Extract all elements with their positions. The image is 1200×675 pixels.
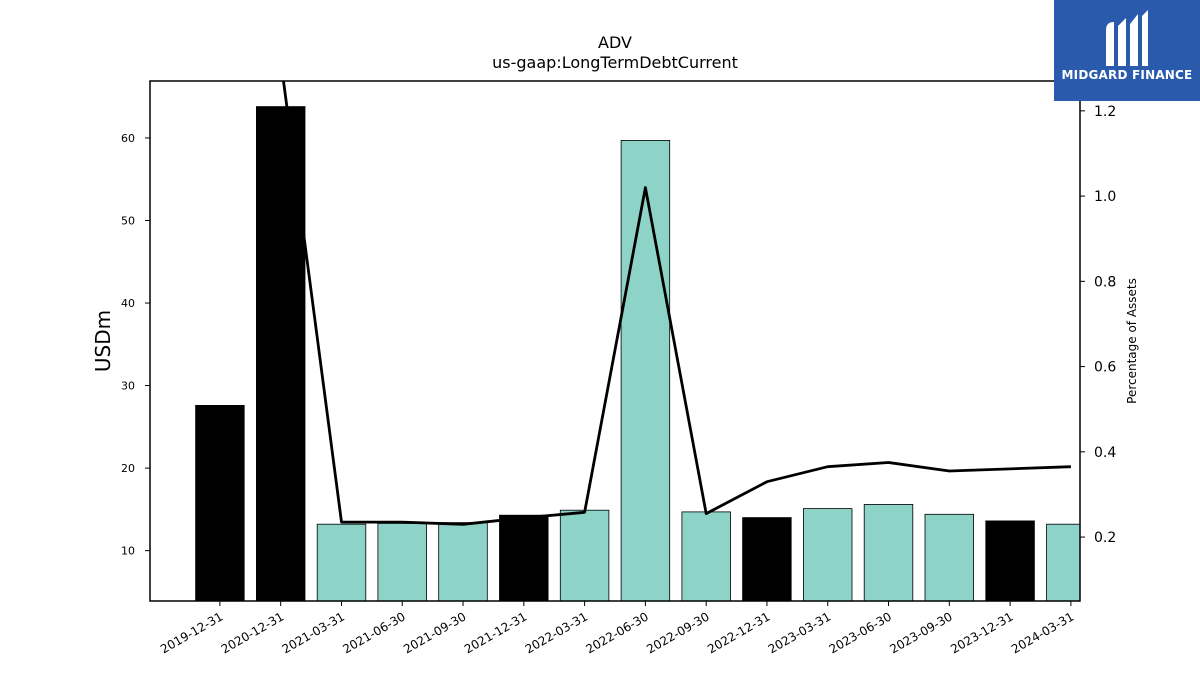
x-tick-label: 2022-03-31: [523, 609, 590, 656]
x-tick-label: 2021-12-31: [462, 609, 529, 656]
bar-2023-12-31: [985, 520, 1035, 601]
brand-name: MIDGARD FINANCE: [1061, 68, 1193, 82]
line-layer: [282, 81, 1071, 526]
x-tick-label: 2023-06-30: [827, 609, 894, 656]
bar-2021-12-31: [499, 514, 549, 601]
y-tick-label: 60: [121, 132, 135, 145]
x-tick-label: 2021-03-31: [280, 609, 347, 656]
x-tick-label: 2023-03-31: [766, 609, 833, 656]
y2-tick-label: 1.0: [1094, 189, 1116, 205]
bar-2022-03-31: [559, 509, 610, 601]
y2-tick-label: 0.4: [1094, 445, 1116, 461]
assets-percentage-line: [282, 81, 1071, 526]
x-tick-label: 2019-12-31: [158, 609, 225, 656]
x-tick-label: 2022-06-30: [583, 609, 650, 656]
bar-2022-06-30: [620, 139, 671, 601]
y2-tick-label: 1.2: [1094, 104, 1116, 120]
y2-tick-label: 0.2: [1094, 530, 1116, 546]
y-tick-label: 30: [121, 380, 135, 393]
x-tick-label: 2023-12-31: [948, 609, 1015, 656]
bar-2024-03-31: [1046, 523, 1080, 601]
bar-2023-06-30: [863, 503, 914, 601]
y-tick-label: 40: [121, 297, 135, 310]
y2-tick-label: 0.6: [1094, 360, 1116, 376]
chart-title: ADV: [598, 33, 632, 52]
x-tick-label: 2023-09-30: [887, 609, 954, 656]
bar-2021-06-30: [377, 523, 427, 601]
x-tick-label: 2022-12-31: [705, 609, 772, 656]
y-tick-label: 10: [121, 545, 135, 558]
midgard-logo-icon: [1106, 10, 1148, 66]
chart-subtitle: us-gaap:LongTermDebtCurrent: [492, 53, 738, 72]
bar-2023-03-31: [803, 508, 853, 601]
bar-2019-12-31: [195, 404, 245, 601]
y2-tick-label: 0.8: [1094, 274, 1116, 290]
brand-logo: MIDGARD FINANCE: [1054, 0, 1200, 101]
x-tick-label: 2024-03-31: [1009, 609, 1076, 656]
x-tick-label: 2020-12-31: [219, 609, 286, 656]
x-tick-label: 2022-09-30: [644, 609, 711, 656]
bar-2022-12-31: [742, 517, 792, 601]
x-tick-label: 2021-09-30: [401, 609, 468, 656]
y-tick-label: 50: [121, 214, 135, 227]
plot-frame: [149, 80, 1081, 602]
bar-2023-09-30: [924, 513, 974, 601]
y-axis-label: USDm: [91, 310, 115, 372]
y-tick-label: 20: [121, 462, 135, 475]
bar-2021-03-31: [316, 523, 367, 601]
y2-axis-label: Percentage of Assets: [1125, 278, 1139, 404]
bar-2022-09-30: [681, 511, 731, 601]
bars-layer: [195, 106, 1080, 601]
x-tick-label: 2021-06-30: [340, 609, 407, 656]
bar-2021-09-30: [438, 522, 488, 601]
